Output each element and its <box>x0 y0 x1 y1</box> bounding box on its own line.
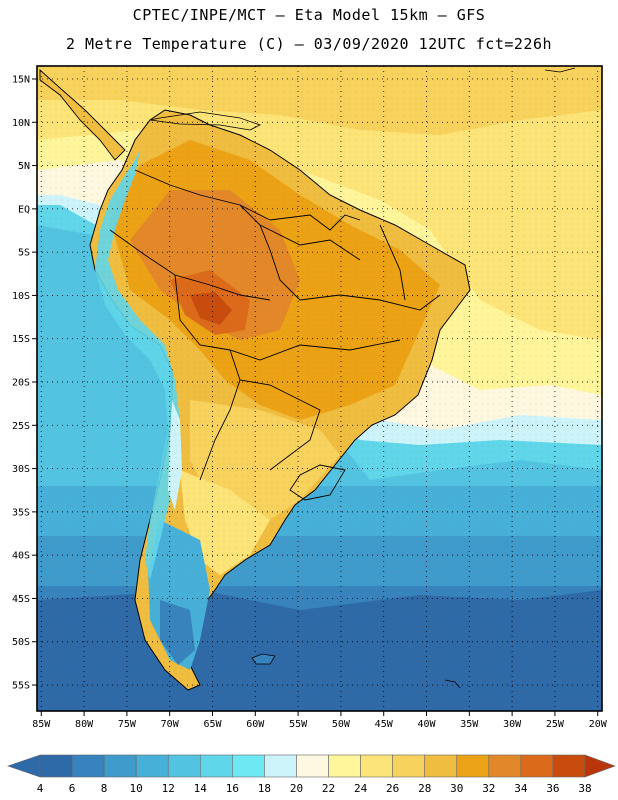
lon-label: 80W <box>75 719 94 730</box>
lat-label: 5S <box>18 248 30 259</box>
colorbar-label: 4 <box>37 782 44 795</box>
lat-label: 50S <box>12 637 30 648</box>
lat-label: 55S <box>12 681 30 692</box>
lat-label: 40S <box>12 551 30 562</box>
country-borders <box>109 169 441 501</box>
lon-label: 65W <box>203 719 222 730</box>
colorbar-label: 6 <box>69 782 76 795</box>
lat-label: 20S <box>12 378 30 389</box>
lon-label: 40W <box>417 719 436 730</box>
colorbar-label: 10 <box>130 782 143 795</box>
colorbar-low-arrow <box>7 754 41 778</box>
colorbar-label: 12 <box>162 782 175 795</box>
colorbar-segment <box>167 754 201 778</box>
colorbar-segment <box>392 754 426 778</box>
colorbar-label: 26 <box>386 782 399 795</box>
colorbar-segment <box>199 754 233 778</box>
lat-label: 45S <box>12 594 30 605</box>
colorbar-segment <box>456 754 490 778</box>
colorbar-label: 28 <box>418 782 431 795</box>
colorbar-label: 18 <box>258 782 271 795</box>
colorbar-label: 32 <box>482 782 495 795</box>
lat-label: EQ <box>18 204 30 215</box>
colorbar-segment <box>296 754 329 778</box>
lon-label: 50W <box>332 719 351 730</box>
colorbar-segment <box>520 754 554 778</box>
lon-label: 35W <box>460 719 479 730</box>
lon-label: 85W <box>32 719 51 730</box>
map-frame <box>36 65 603 712</box>
colorbar-segment <box>39 754 73 778</box>
axis-ticks: 15N 10N 5N EQ 5S 10S 15S 20S 25S 30S 35S 40S 45S 50S 5… <box>12 74 608 730</box>
lat-label: 35S <box>12 507 30 518</box>
colorbar-label: 34 <box>514 782 528 795</box>
colorbar-segment <box>71 754 105 778</box>
colorbar-label: 16 <box>226 782 239 795</box>
graticule <box>37 66 602 711</box>
lon-label: 75W <box>118 719 137 730</box>
colorbar-segment <box>264 754 297 778</box>
colorbar-label: 14 <box>194 782 208 795</box>
colorbar-label: 22 <box>322 782 335 795</box>
lat-label: 5N <box>18 161 30 172</box>
colorbar-segment <box>135 754 169 778</box>
colorbar-label: 38 <box>578 782 591 795</box>
colorbar-segment <box>328 754 361 778</box>
lat-label: 25S <box>12 421 30 432</box>
lon-label: 25W <box>546 719 565 730</box>
lat-label: 10N <box>12 118 30 129</box>
colorbar-segment <box>103 754 137 778</box>
colorbar-segment <box>488 754 522 778</box>
colorbar-segment <box>360 754 393 778</box>
lat-label: 10S <box>12 291 30 302</box>
colorbar-segment <box>424 754 458 778</box>
colorbar-segment <box>232 754 265 778</box>
colorbar-label: 30 <box>450 782 463 795</box>
chart-title: CPTEC/INPE/MCT – Eta Model 15km – GFS <box>132 6 486 24</box>
map-field <box>37 66 602 711</box>
chart-subtitle: 2 Metre Temperature (C) – 03/09/2020 12U… <box>65 35 553 53</box>
lon-label: 45W <box>375 719 394 730</box>
lon-label: 70W <box>161 719 180 730</box>
lon-label: 60W <box>246 719 265 730</box>
colorbar-high-arrow <box>584 754 616 778</box>
lat-label: 15N <box>12 74 30 85</box>
colorbar-label: 8 <box>101 782 108 795</box>
lon-label: 30W <box>503 719 522 730</box>
colorbar-label: 24 <box>354 782 368 795</box>
lat-label: 30S <box>12 464 30 475</box>
lat-label: 15S <box>12 334 30 345</box>
colorbar-label: 36 <box>546 782 559 795</box>
colorbar-label: 20 <box>290 782 303 795</box>
lon-label: 20W <box>589 719 608 730</box>
colorbar: 4 6 8 10 12 14 16 18 20 22 24 26 28 30 32 34 36 38 <box>7 754 616 795</box>
lon-label: 55W <box>289 719 308 730</box>
colorbar-segment <box>552 754 586 778</box>
